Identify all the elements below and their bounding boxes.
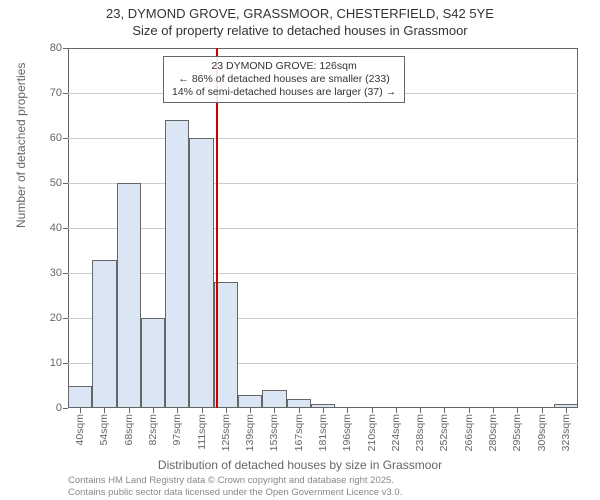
gridline [68, 183, 578, 184]
y-tick-mark [63, 228, 68, 229]
histogram-bar [92, 260, 116, 409]
annotation-line-2: ← 86% of detached houses are smaller (23… [172, 73, 396, 86]
histogram-bar [554, 404, 578, 409]
x-tick-mark [420, 408, 421, 413]
x-tick-label: 97sqm [171, 414, 183, 446]
x-tick-mark [104, 408, 105, 413]
footer-line-1: Contains HM Land Registry data © Crown c… [68, 475, 402, 486]
y-axis-label: Number of detached properties [14, 63, 28, 228]
x-tick-mark [177, 408, 178, 413]
plot-area: 23 DYMOND GROVE: 126sqm ← 86% of detache… [68, 48, 578, 408]
x-tick-label: 111sqm [196, 414, 208, 450]
title-line-2: Size of property relative to detached ho… [0, 23, 600, 40]
gridline [68, 273, 578, 274]
y-tick-mark [63, 363, 68, 364]
x-tick-label: 153sqm [268, 414, 280, 451]
y-tick-mark [63, 408, 68, 409]
x-tick-label: 323sqm [560, 414, 572, 451]
x-tick-label: 252sqm [438, 414, 450, 451]
title-line-1: 23, DYMOND GROVE, GRASSMOOR, CHESTERFIEL… [0, 6, 600, 23]
y-tick-label: 30 [50, 267, 62, 279]
histogram-bar [311, 404, 335, 409]
x-tick-label: 181sqm [317, 414, 329, 451]
histogram-bar [141, 318, 165, 408]
chart-title: 23, DYMOND GROVE, GRASSMOOR, CHESTERFIEL… [0, 0, 600, 40]
histogram-bar [262, 390, 286, 408]
x-tick-mark [153, 408, 154, 413]
x-tick-label: 40sqm [74, 414, 86, 446]
x-tick-label: 125sqm [220, 414, 232, 451]
x-tick-label: 224sqm [390, 414, 402, 451]
footer-attribution: Contains HM Land Registry data © Crown c… [68, 475, 402, 498]
x-tick-mark [493, 408, 494, 413]
x-tick-label: 309sqm [536, 414, 548, 451]
y-tick-label: 60 [50, 132, 62, 144]
annotation-box: 23 DYMOND GROVE: 126sqm ← 86% of detache… [163, 56, 405, 103]
x-tick-label: 210sqm [366, 414, 378, 451]
gridline [68, 138, 578, 139]
x-tick-mark [469, 408, 470, 413]
y-tick-label: 40 [50, 222, 62, 234]
x-tick-mark [396, 408, 397, 413]
x-tick-mark [202, 408, 203, 413]
y-tick-label: 10 [50, 357, 62, 369]
histogram-bar [68, 386, 92, 409]
y-tick-label: 80 [50, 42, 62, 54]
x-tick-mark [542, 408, 543, 413]
histogram-bar [238, 395, 262, 409]
annotation-line-3: 14% of semi-detached houses are larger (… [172, 86, 396, 99]
x-tick-label: 295sqm [511, 414, 523, 451]
histogram-bar [189, 138, 213, 408]
x-tick-label: 238sqm [414, 414, 426, 451]
y-tick-mark [63, 273, 68, 274]
y-tick-mark [63, 138, 68, 139]
x-tick-mark [80, 408, 81, 413]
x-tick-mark [372, 408, 373, 413]
x-tick-mark [274, 408, 275, 413]
x-tick-label: 68sqm [123, 414, 135, 446]
gridline [68, 228, 578, 229]
x-tick-mark [226, 408, 227, 413]
x-tick-label: 196sqm [341, 414, 353, 451]
x-tick-mark [129, 408, 130, 413]
y-tick-label: 20 [50, 312, 62, 324]
x-tick-label: 54sqm [98, 414, 110, 446]
y-tick-mark [63, 183, 68, 184]
x-tick-mark [250, 408, 251, 413]
chart-container: 23, DYMOND GROVE, GRASSMOOR, CHESTERFIEL… [0, 0, 600, 500]
histogram-bar [287, 399, 311, 408]
x-tick-mark [444, 408, 445, 413]
x-tick-label: 167sqm [293, 414, 305, 451]
x-tick-label: 82sqm [147, 414, 159, 446]
x-axis-label: Distribution of detached houses by size … [0, 458, 600, 472]
x-tick-label: 139sqm [244, 414, 256, 451]
y-tick-mark [63, 48, 68, 49]
y-tick-label: 0 [56, 402, 62, 414]
y-tick-label: 70 [50, 87, 62, 99]
x-tick-label: 266sqm [463, 414, 475, 451]
x-tick-mark [566, 408, 567, 413]
annotation-line-1: 23 DYMOND GROVE: 126sqm [172, 60, 396, 73]
footer-line-2: Contains public sector data licensed und… [68, 487, 402, 498]
x-tick-mark [517, 408, 518, 413]
y-tick-mark [63, 93, 68, 94]
x-tick-mark [347, 408, 348, 413]
y-tick-mark [63, 318, 68, 319]
y-tick-label: 50 [50, 177, 62, 189]
x-tick-label: 280sqm [487, 414, 499, 451]
histogram-bar [117, 183, 141, 408]
histogram-bar [165, 120, 189, 408]
x-tick-mark [323, 408, 324, 413]
x-tick-mark [299, 408, 300, 413]
